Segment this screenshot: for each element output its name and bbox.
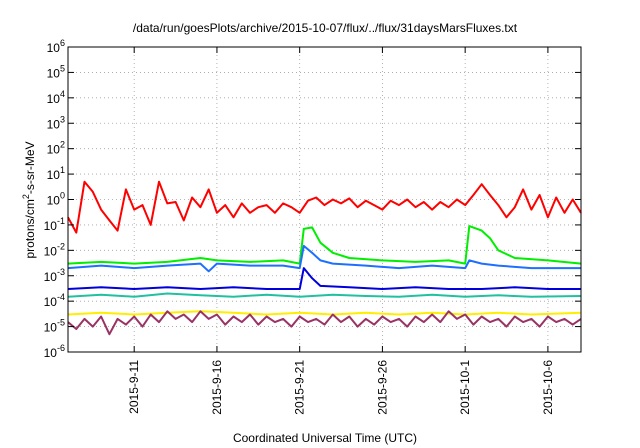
series-line — [67, 180, 582, 234]
y-tick-label: 103 — [47, 114, 65, 131]
y-tick-label: 10-5 — [44, 318, 65, 335]
y-tick-label: 10-6 — [44, 343, 65, 360]
y-tick-label: 106 — [47, 38, 65, 55]
y-tick-label: 102 — [47, 140, 65, 157]
grid-lines — [68, 47, 581, 352]
x-tick-label: 2015-9-26 — [375, 360, 389, 415]
y-axis-label-exponent: 2 — [21, 194, 31, 199]
x-tick-label: 2015-9-16 — [210, 360, 224, 415]
x-axis-label: Coordinated Universal Time (UTC) — [233, 431, 417, 445]
y-tick-label: 100 — [47, 191, 65, 208]
x-tick-label: 2015-9-11 — [127, 360, 141, 414]
y-axis-label-suffix: -s-sr-MeV — [23, 141, 37, 194]
y-tick-label: 104 — [47, 89, 65, 106]
x-tick-label: 2015-9-21 — [293, 360, 307, 415]
chart-title: /data/run/goesPlots/archive/2015-10-07/f… — [133, 21, 518, 35]
y-tick-label: 10-4 — [44, 292, 65, 309]
y-tick-label: 10-2 — [44, 241, 65, 258]
series-line — [67, 267, 581, 290]
series-line — [67, 244, 581, 273]
y-tick-label: 101 — [47, 165, 65, 182]
y-tick-label: 10-1 — [44, 216, 65, 233]
x-axis: 2015-9-11 2015-9-16 2015-9-21 2015-9-26 2015… — [127, 47, 555, 415]
y-axis-label-prefix: protons/cm — [23, 199, 37, 258]
x-tick-label: 2015-10-1 — [458, 360, 472, 415]
y-tick-label: 10-3 — [44, 267, 65, 284]
series-group — [67, 180, 582, 336]
y-axis-label: protons/cm2-s-sr-MeV — [21, 141, 37, 258]
series-line — [67, 292, 582, 298]
series-line — [67, 310, 582, 336]
series-line — [67, 225, 582, 265]
y-axis: 10-6 10-5 10-4 10-3 10-2 10-1 100 101 102 103 104 1… — [44, 38, 581, 360]
series-line — [67, 310, 582, 316]
x-tick-label: 2015-10-6 — [541, 360, 555, 415]
y-tick-label: 105 — [47, 63, 65, 80]
